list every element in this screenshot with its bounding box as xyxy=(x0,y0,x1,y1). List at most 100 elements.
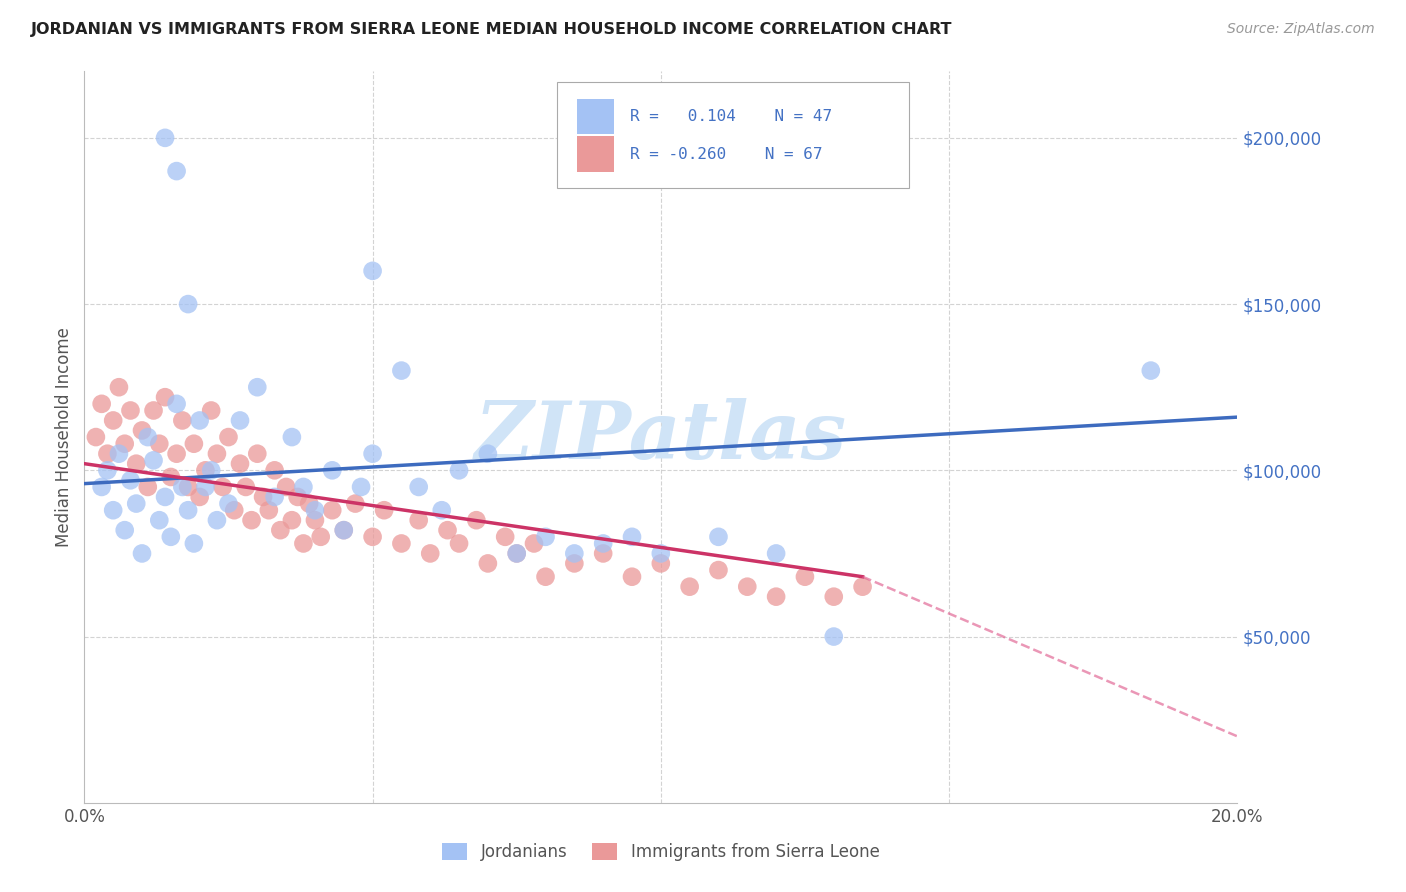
Point xyxy=(131,424,153,438)
Point xyxy=(153,390,176,404)
Point xyxy=(436,523,458,537)
Point xyxy=(148,513,170,527)
Point xyxy=(707,530,730,544)
Point xyxy=(534,530,557,544)
Point xyxy=(391,363,413,377)
Text: Source: ZipAtlas.com: Source: ZipAtlas.com xyxy=(1227,22,1375,37)
Point xyxy=(350,480,373,494)
Point xyxy=(679,580,702,594)
Point xyxy=(506,546,529,560)
Point xyxy=(90,397,112,411)
Point xyxy=(172,480,194,494)
Point xyxy=(136,430,159,444)
Point xyxy=(592,546,614,560)
Point xyxy=(120,403,142,417)
Point xyxy=(211,480,233,494)
Point xyxy=(200,463,222,477)
Point xyxy=(494,530,516,544)
Point xyxy=(304,503,326,517)
Point xyxy=(246,380,269,394)
Point xyxy=(142,453,165,467)
Point xyxy=(477,447,499,461)
Point xyxy=(650,546,672,560)
Point xyxy=(621,570,644,584)
Point xyxy=(96,463,118,477)
Point xyxy=(419,546,441,560)
Point xyxy=(592,536,614,550)
Point xyxy=(200,403,222,417)
Y-axis label: Median Household Income: Median Household Income xyxy=(55,327,73,547)
Point xyxy=(114,523,136,537)
Text: JORDANIAN VS IMMIGRANTS FROM SIERRA LEONE MEDIAN HOUSEHOLD INCOME CORRELATION CH: JORDANIAN VS IMMIGRANTS FROM SIERRA LEON… xyxy=(31,22,952,37)
Point xyxy=(218,497,240,511)
Point xyxy=(298,497,321,511)
Point xyxy=(108,447,131,461)
Point xyxy=(84,430,107,444)
Point xyxy=(183,436,205,450)
Point xyxy=(120,473,142,487)
Point xyxy=(737,580,759,594)
Point xyxy=(235,480,257,494)
Point xyxy=(160,530,183,544)
Point xyxy=(103,503,124,517)
Point xyxy=(1140,363,1163,377)
Point xyxy=(333,523,356,537)
Point xyxy=(125,497,148,511)
Point xyxy=(523,536,546,550)
Point xyxy=(534,570,557,584)
Point xyxy=(564,557,586,571)
Point xyxy=(188,413,211,427)
Point xyxy=(333,523,356,537)
Point xyxy=(252,490,274,504)
Point xyxy=(263,490,285,504)
Point xyxy=(229,457,252,471)
Point xyxy=(276,480,298,494)
Point xyxy=(287,490,309,504)
Point xyxy=(246,447,269,461)
Point xyxy=(205,513,228,527)
Point xyxy=(153,131,176,145)
Point xyxy=(823,590,845,604)
Bar xyxy=(576,136,613,171)
Point xyxy=(142,403,165,417)
Point xyxy=(309,530,332,544)
Point xyxy=(136,480,159,494)
Bar xyxy=(576,99,613,135)
Point xyxy=(361,264,384,278)
Point xyxy=(96,447,118,461)
Point xyxy=(292,536,315,550)
Point xyxy=(177,480,200,494)
Point xyxy=(430,503,453,517)
Point xyxy=(621,530,644,544)
Point xyxy=(177,297,200,311)
Point xyxy=(160,470,183,484)
Text: R =   0.104    N = 47: R = 0.104 N = 47 xyxy=(630,109,832,124)
Point xyxy=(90,480,112,494)
Point xyxy=(166,447,188,461)
Text: ZIPatlas: ZIPatlas xyxy=(475,399,846,475)
Text: R = -0.260    N = 67: R = -0.260 N = 67 xyxy=(630,146,823,161)
Point xyxy=(449,536,471,550)
Point xyxy=(765,590,787,604)
Point xyxy=(564,546,586,560)
Point xyxy=(408,513,430,527)
Point xyxy=(148,436,170,450)
Point xyxy=(194,463,217,477)
Point xyxy=(477,557,499,571)
FancyBboxPatch shape xyxy=(557,82,908,188)
Point xyxy=(240,513,263,527)
Point xyxy=(650,557,672,571)
Point xyxy=(391,536,413,550)
Point xyxy=(103,413,124,427)
Point xyxy=(224,503,246,517)
Point xyxy=(765,546,787,560)
Point xyxy=(281,430,304,444)
Point xyxy=(707,563,730,577)
Point xyxy=(373,503,395,517)
Point xyxy=(166,164,188,178)
Point xyxy=(257,503,280,517)
Point xyxy=(292,480,315,494)
Point xyxy=(281,513,304,527)
Point xyxy=(269,523,291,537)
Point xyxy=(321,503,343,517)
